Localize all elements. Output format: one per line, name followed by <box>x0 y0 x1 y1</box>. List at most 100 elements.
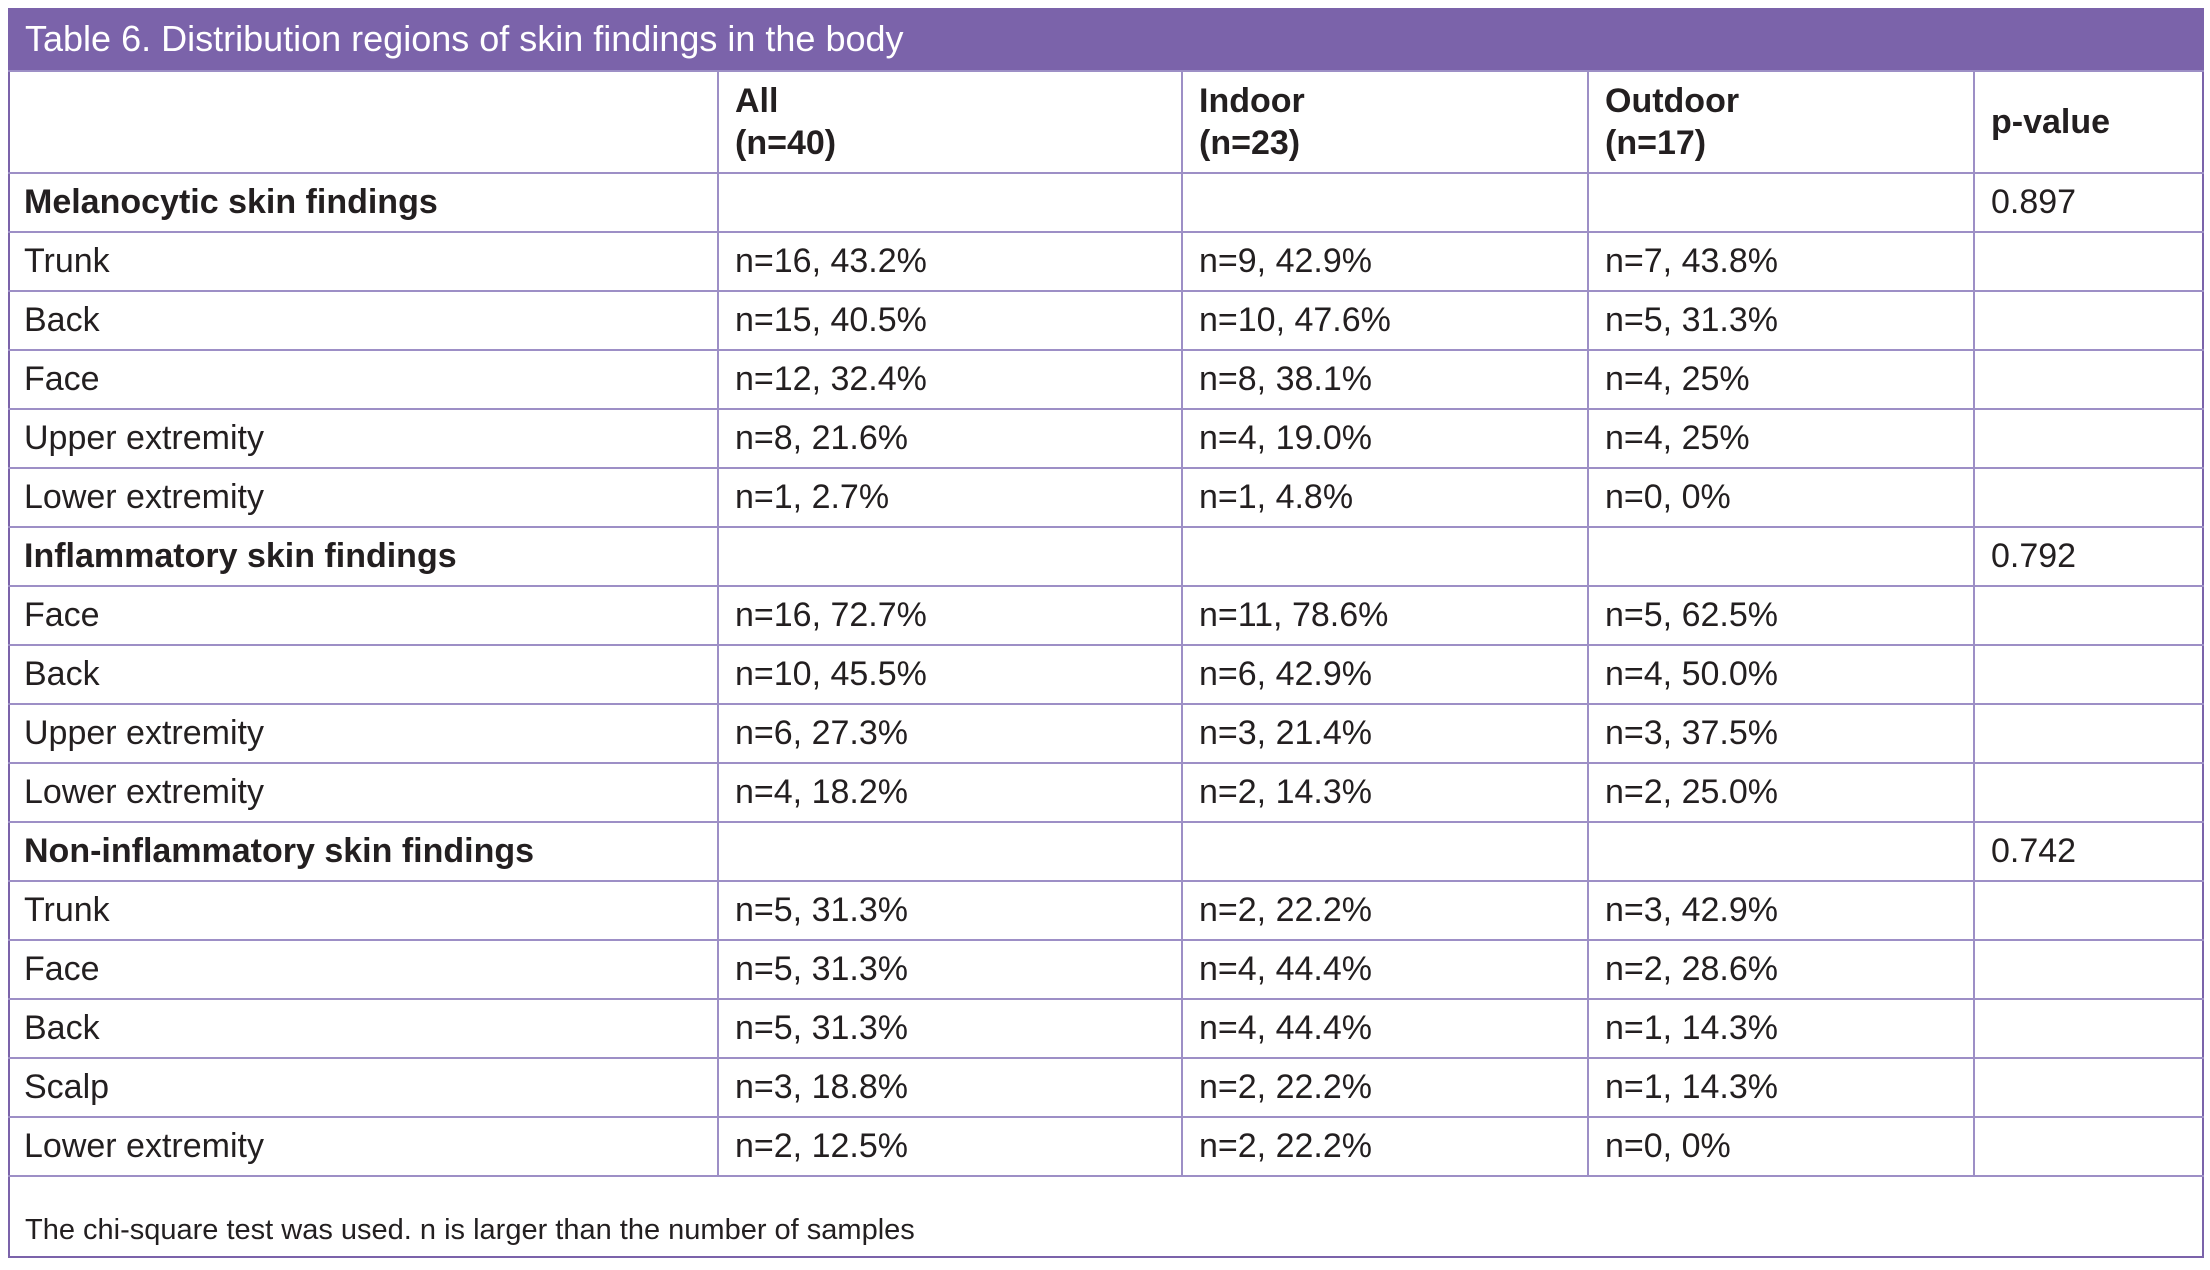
header-cell-p-value: p-value <box>1973 70 2204 174</box>
cell-region: Upper extremity <box>8 703 719 764</box>
cell-region: Lower extremity <box>8 467 719 528</box>
header-indoor-label: Indoor <box>1199 82 1305 120</box>
cell-indoor: n=4, 19.0% <box>1181 408 1589 469</box>
table-row: Face n=5, 31.3% n=4, 44.4% n=2, 28.6% <box>8 939 2204 1000</box>
cell-region: Upper extremity <box>8 408 719 469</box>
cell-region: Trunk <box>8 231 719 292</box>
table-row: Lower extremity n=1, 2.7% n=1, 4.8% n=0, 0% <box>8 467 2204 528</box>
table-row: Upper extremity n=8, 21.6% n=4, 19.0% n=4, … <box>8 408 2204 469</box>
cell-outdoor: n=4, 50.0% <box>1587 644 1975 705</box>
table-title: Table 6. Distribution regions of skin fi… <box>8 8 2204 70</box>
table-row: Upper extremity n=6, 27.3% n=3, 21.4% n=3, … <box>8 703 2204 764</box>
cell-all: n=16, 43.2% <box>717 231 1183 292</box>
section-row: Melanocytic skin findings 0.897 <box>8 172 2204 233</box>
cell-p-value <box>1973 644 2204 705</box>
cell-all: n=3, 18.8% <box>717 1057 1183 1118</box>
cell-all: n=8, 21.6% <box>717 408 1183 469</box>
cell-indoor: n=4, 44.4% <box>1181 998 1589 1059</box>
cell-indoor: n=2, 14.3% <box>1181 762 1589 823</box>
cell-indoor: n=11, 78.6% <box>1181 585 1589 646</box>
cell-outdoor: n=0, 0% <box>1587 467 1975 528</box>
cell-all: n=5, 31.3% <box>717 880 1183 941</box>
cell-outdoor: n=1, 14.3% <box>1587 998 1975 1059</box>
table-row: Back n=15, 40.5% n=10, 47.6% n=5, 31.3% <box>8 290 2204 351</box>
cell-region: Face <box>8 939 719 1000</box>
cell-region: Trunk <box>8 880 719 941</box>
table-row: Face n=16, 72.7% n=11, 78.6% n=5, 62.5% <box>8 585 2204 646</box>
cell-p-value <box>1973 1116 2204 1177</box>
cell-all: n=1, 2.7% <box>717 467 1183 528</box>
cell-region: Back <box>8 998 719 1059</box>
header-all-label: All <box>735 82 779 120</box>
cell-outdoor: n=2, 28.6% <box>1587 939 1975 1000</box>
cell-p-value <box>1973 408 2204 469</box>
cell-all: n=5, 31.3% <box>717 998 1183 1059</box>
cell-all: n=4, 18.2% <box>717 762 1183 823</box>
cell-all <box>717 821 1183 882</box>
cell-region: Lower extremity <box>8 1116 719 1177</box>
cell-indoor: n=2, 22.2% <box>1181 1057 1589 1118</box>
cell-region: Scalp <box>8 1057 719 1118</box>
header-cell-all: All (n=40) <box>717 70 1183 174</box>
table-row: Back n=10, 45.5% n=6, 42.9% n=4, 50.0% <box>8 644 2204 705</box>
cell-p-value <box>1973 939 2204 1000</box>
cell-outdoor: n=0, 0% <box>1587 1116 1975 1177</box>
table-row: Back n=5, 31.3% n=4, 44.4% n=1, 14.3% <box>8 998 2204 1059</box>
header-row: All (n=40) Indoor (n=23) Outdoor (n=17) … <box>8 70 2204 174</box>
cell-outdoor <box>1587 172 1975 233</box>
cell-indoor: n=9, 42.9% <box>1181 231 1589 292</box>
header-outdoor-label: Outdoor <box>1605 82 1740 120</box>
cell-indoor <box>1181 526 1589 587</box>
header-outdoor-count: (n=17) <box>1605 124 1707 162</box>
table-row: Trunk n=5, 31.3% n=2, 22.2% n=3, 42.9% <box>8 880 2204 941</box>
cell-p-value <box>1973 231 2204 292</box>
cell-region: Face <box>8 585 719 646</box>
cell-outdoor: n=5, 31.3% <box>1587 290 1975 351</box>
table-footnote: The chi-square test was used. n is large… <box>25 1214 915 1246</box>
table-body: Melanocytic skin findings 0.897 Trunk n=16,… <box>8 172 2204 1177</box>
cell-indoor: n=2, 22.2% <box>1181 880 1589 941</box>
cell-p-value <box>1973 998 2204 1059</box>
cell-all: n=6, 27.3% <box>717 703 1183 764</box>
table-row: Trunk n=16, 43.2% n=9, 42.9% n=7, 43.8% <box>8 231 2204 292</box>
cell-p-value <box>1973 585 2204 646</box>
cell-p-value <box>1973 290 2204 351</box>
cell-indoor: n=2, 22.2% <box>1181 1116 1589 1177</box>
cell-all: n=5, 31.3% <box>717 939 1183 1000</box>
cell-all: n=12, 32.4% <box>717 349 1183 410</box>
cell-p-value: 0.792 <box>1973 526 2204 587</box>
cell-all: n=15, 40.5% <box>717 290 1183 351</box>
cell-region: Face <box>8 349 719 410</box>
cell-outdoor: n=7, 43.8% <box>1587 231 1975 292</box>
cell-p-value <box>1973 762 2204 823</box>
section-row: Non-inflammatory skin findings 0.742 <box>8 821 2204 882</box>
header-all-count: (n=40) <box>735 124 837 162</box>
cell-all <box>717 526 1183 587</box>
cell-p-value <box>1973 349 2204 410</box>
cell-indoor: n=6, 42.9% <box>1181 644 1589 705</box>
cell-indoor: n=1, 4.8% <box>1181 467 1589 528</box>
data-table: All (n=40) Indoor (n=23) Outdoor (n=17) … <box>8 70 2204 1177</box>
cell-region: Lower extremity <box>8 762 719 823</box>
cell-p-value <box>1973 703 2204 764</box>
table-row: Lower extremity n=4, 18.2% n=2, 14.3% n=2, … <box>8 762 2204 823</box>
cell-region: Back <box>8 290 719 351</box>
cell-p-value <box>1973 880 2204 941</box>
cell-all: n=16, 72.7% <box>717 585 1183 646</box>
cell-outdoor: n=3, 42.9% <box>1587 880 1975 941</box>
cell-region: Back <box>8 644 719 705</box>
cell-outdoor <box>1587 526 1975 587</box>
cell-outdoor: n=4, 25% <box>1587 408 1975 469</box>
cell-outdoor: n=3, 37.5% <box>1587 703 1975 764</box>
cell-p-value <box>1973 467 2204 528</box>
cell-indoor <box>1181 821 1589 882</box>
table-row: Face n=12, 32.4% n=8, 38.1% n=4, 25% <box>8 349 2204 410</box>
cell-outdoor: n=4, 25% <box>1587 349 1975 410</box>
cell-indoor: n=3, 21.4% <box>1181 703 1589 764</box>
cell-indoor: n=10, 47.6% <box>1181 290 1589 351</box>
cell-outdoor: n=5, 62.5% <box>1587 585 1975 646</box>
cell-outdoor: n=1, 14.3% <box>1587 1057 1975 1118</box>
header-indoor-count: (n=23) <box>1199 124 1301 162</box>
cell-outdoor: n=2, 25.0% <box>1587 762 1975 823</box>
cell-indoor: n=4, 44.4% <box>1181 939 1589 1000</box>
